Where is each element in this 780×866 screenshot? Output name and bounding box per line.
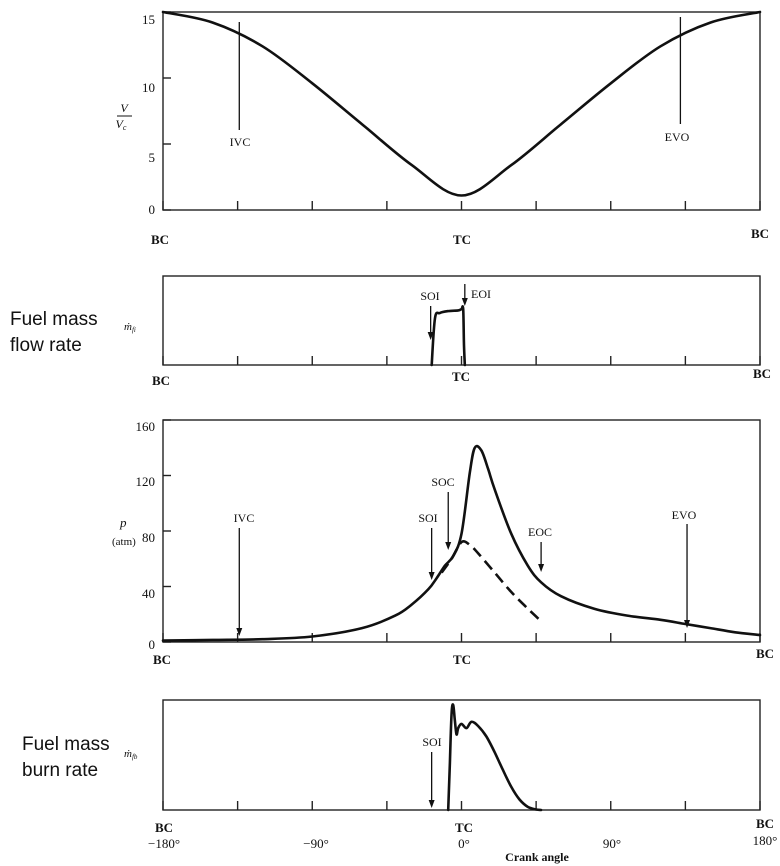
pressure-annotation-soi: SOI (418, 511, 437, 525)
fuel-flow-annotation-eoi: EOI (471, 287, 491, 301)
volume-ytick-label-3: 15 (142, 12, 155, 27)
pressure-annotation-soi-marker-arrowhead (428, 572, 435, 580)
burn-rate-frame (162, 699, 761, 811)
burn-rate-marks (162, 703, 761, 812)
pressure-annotation-soc-marker-arrowhead (445, 542, 452, 550)
pressure-ytick-label-2: 80 (142, 530, 155, 545)
volume-xtick-label-bc-left: BC (151, 232, 169, 247)
burn-rate-xtick-sub-neg180: −180° (148, 836, 180, 851)
pressure-ytick-label-0: 0 (149, 637, 156, 652)
fuel-flow-annotation-soi-marker-arrowhead (427, 332, 434, 340)
burn-rate-xtick-label-bc-right: BC (756, 816, 774, 831)
pressure-xtick-label-tc: TC (453, 652, 471, 667)
volume-xtick-label-tc: TC (453, 232, 471, 247)
pressure-marks (161, 419, 762, 643)
pressure-annotation-evo: EVO (672, 508, 697, 522)
fuel-flow-xtick-label-bc-left: BC (152, 373, 170, 388)
burn-rate-xlabel: Crank angle (505, 850, 569, 864)
pressure-annotation-eoc: EOC (528, 525, 552, 539)
pressure-series-1-dashed (440, 540, 542, 623)
burn-rate-annotation-soi: SOI (422, 735, 441, 749)
pressure-ytick-label-3: 120 (136, 474, 156, 489)
volume-series-0 (161, 10, 762, 197)
pressure-panel: p (atm) 0 40 80 120 160 BC TC BC IVC SOI… (112, 419, 774, 667)
burn-rate-xtick-sub-90: 90° (603, 836, 621, 851)
pressure-xtick-label-bc-left: BC (153, 652, 171, 667)
volume-marks (161, 10, 762, 211)
fuel-flow-side-label-line1: Fuel mass (10, 309, 98, 330)
pressure-annotation-ivc: IVC (234, 511, 255, 525)
fuel-flow-annotation-soi: SOI (420, 289, 439, 303)
volume-annotation-ivc: IVC (230, 135, 251, 149)
volume-ytick-label-0: 0 (149, 202, 156, 217)
burn-rate-ylabel: ṁfb (124, 748, 138, 761)
volume-panel: V Vc 0 5 10 15 BC TC BC IVC EVO (116, 10, 769, 247)
fuel-flow-annotation-eoi-marker-arrowhead (461, 298, 468, 306)
pressure-ytick-label-1: 40 (142, 586, 155, 601)
pressure-annotation-ivc-marker-arrowhead (236, 628, 243, 636)
fuel-flow-marks (162, 284, 761, 367)
pressure-xtick-label-bc-right: BC (756, 646, 774, 661)
fuel-flow-xtick-label-bc-right: BC (753, 366, 771, 381)
pressure-annotation-eoc-marker-arrowhead (538, 564, 545, 572)
burn-rate-xtick-label-bc-left: BC (155, 820, 173, 835)
volume-ytick-label-2: 10 (142, 80, 155, 95)
fuel-flow-panel: Fuel mass flow rate ṁfi BC TC BC SOI EOI (10, 275, 771, 388)
pressure-ytick-label-4: 160 (136, 419, 156, 434)
burn-rate-xtick-sub-0: 0° (458, 836, 470, 851)
volume-annotation-evo: EVO (665, 130, 690, 144)
burn-rate-xtick-label-tc: TC (455, 820, 473, 835)
burn-rate-series-0 (446, 703, 543, 812)
burn-rate-panel: Fuel mass burn rate ṁfb BC TC BC −180° −… (22, 699, 778, 864)
volume-ytick-label-1: 5 (149, 150, 156, 165)
burn-rate-side-label-line2: burn rate (22, 760, 98, 781)
burn-rate-annotation-soi-marker-arrowhead (428, 800, 435, 808)
burn-rate-side-label-line1: Fuel mass (22, 734, 110, 755)
burn-rate-xtick-sub-180: 180° (753, 833, 778, 848)
fuel-flow-xtick-label-tc: TC (452, 369, 470, 384)
volume-xtick-label-bc-right: BC (751, 226, 769, 241)
volume-ylabel-num: V (120, 101, 129, 115)
fuel-flow-series-0 (430, 305, 467, 367)
pressure-series-0-solid (161, 444, 762, 642)
burn-rate-xtick-sub-neg90: −90° (303, 836, 329, 851)
volume-ylabel-den: Vc (116, 117, 127, 132)
pressure-yunit: (atm) (112, 536, 136, 548)
fuel-flow-side-label-line2: flow rate (10, 335, 82, 356)
fuel-flow-frame (162, 275, 761, 366)
fuel-flow-ylabel: ṁfi (124, 321, 136, 334)
pressure-ylabel: p (119, 515, 127, 530)
pressure-annotation-evo-marker-arrowhead (684, 620, 691, 628)
pressure-annotation-soc: SOC (431, 475, 454, 489)
